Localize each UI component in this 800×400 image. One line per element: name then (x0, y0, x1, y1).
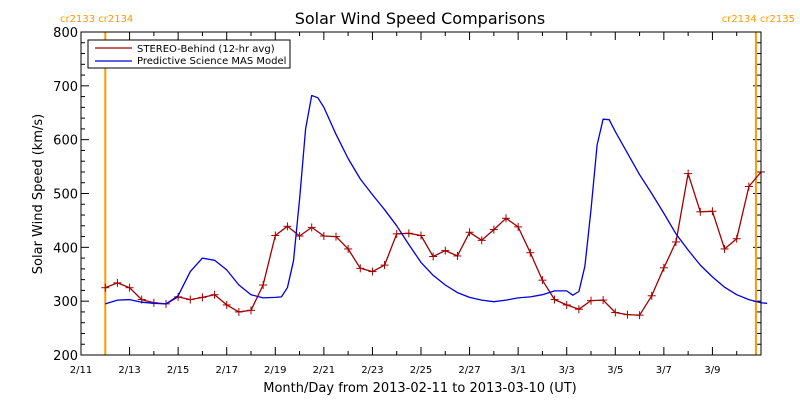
data-point-marker (113, 278, 122, 287)
data-point-marker (441, 246, 450, 255)
data-point-marker (125, 283, 134, 292)
data-point-marker (198, 293, 207, 302)
legend: STEREO-Behind (12-hr avg) Predictive Sci… (87, 39, 291, 69)
y-tick-label: 800 (53, 26, 78, 41)
data-point-marker (404, 229, 413, 238)
data-point-marker (234, 307, 243, 316)
x-axis-label: Month/Day from 2013-02-11 to 2013-03-10 … (263, 381, 576, 396)
legend-box (87, 39, 291, 69)
y-tick-label: 400 (53, 241, 78, 256)
data-point-marker (429, 252, 438, 261)
data-point-marker (319, 232, 328, 241)
series-line-1 (105, 94, 768, 305)
data-point-marker (635, 311, 644, 320)
data-point-marker (368, 267, 377, 276)
data-point-marker (526, 248, 535, 257)
data-point-marker (186, 295, 195, 304)
x-tick-label: 2/19 (264, 365, 286, 376)
y-tick-label: 200 (53, 349, 78, 364)
x-tick-label: 2/25 (410, 365, 432, 376)
data-point-marker (562, 300, 571, 309)
data-point-marker (174, 292, 183, 301)
x-tick-label: 2/13 (118, 365, 140, 376)
series-layer (101, 94, 768, 320)
data-point-marker (720, 244, 729, 253)
data-point-marker (295, 232, 304, 241)
data-point-marker (599, 296, 608, 305)
data-point-marker (696, 207, 705, 216)
data-point-marker (380, 261, 389, 270)
data-point-marker (477, 236, 486, 245)
x-tick-label: 2/27 (458, 365, 480, 376)
series-line-0 (105, 171, 762, 316)
rotation-marker-label: cr2134 cr2135 (722, 14, 795, 25)
y-axis-label: Solar Wind Speed (km/s) (31, 114, 46, 274)
data-point-marker (574, 305, 583, 314)
y-tick-label: 500 (53, 188, 78, 203)
data-point-marker (538, 276, 547, 285)
data-point-marker (550, 295, 559, 304)
data-point-marker (611, 308, 620, 317)
plot-frame (80, 31, 762, 356)
data-point-marker (392, 229, 401, 238)
data-point-marker (732, 234, 741, 243)
y-tick-label: 700 (53, 80, 78, 95)
y-tick-label: 600 (53, 134, 78, 149)
x-tick-label: 2/15 (167, 365, 189, 376)
data-point-marker (708, 207, 717, 216)
data-point-marker (271, 231, 280, 240)
data-point-marker (453, 251, 462, 260)
data-point-marker (222, 300, 231, 309)
data-point-marker (465, 228, 474, 237)
x-tick-label: 2/23 (361, 365, 383, 376)
data-point-marker (344, 244, 353, 253)
data-point-marker (283, 222, 292, 231)
data-point-marker (647, 291, 656, 300)
data-point-marker (101, 283, 110, 292)
axes: 200 300 400 500 600 700 800 2/11 2/13 2/15 2/17 2/1… (53, 26, 762, 376)
x-tick-label: 3/1 (510, 365, 526, 376)
x-tick-label: 3/3 (559, 365, 575, 376)
legend-label-mas-model: Predictive Science MAS Model (137, 56, 286, 67)
data-point-marker (307, 223, 316, 232)
x-tick-label: 2/21 (313, 365, 335, 376)
legend-label-stereo: STEREO-Behind (12-hr avg) (137, 44, 275, 55)
rotation-marker-label: cr2133 cr2134 (60, 14, 133, 25)
data-point-marker (623, 310, 632, 319)
data-point-marker (417, 231, 425, 240)
data-point-marker (356, 264, 365, 273)
x-tick-label: 2/11 (70, 365, 92, 376)
data-point-marker (332, 232, 340, 241)
data-point-marker (502, 214, 510, 223)
data-point-marker (259, 281, 268, 290)
chart-title: Solar Wind Speed Comparisons (295, 9, 546, 28)
data-point-marker (489, 225, 498, 234)
x-tick-label: 2/17 (215, 365, 237, 376)
y-tick-label: 300 (53, 295, 78, 310)
x-tick-label: 3/5 (607, 365, 623, 376)
data-point-marker (514, 222, 523, 231)
x-tick-label: 3/7 (656, 365, 672, 376)
data-point-marker (247, 306, 255, 315)
data-point-marker (672, 237, 680, 246)
data-point-marker (659, 263, 668, 272)
data-point-marker (744, 182, 753, 191)
data-point-marker (587, 296, 595, 305)
x-tick-label: 3/9 (704, 365, 720, 376)
data-point-marker (210, 290, 219, 299)
data-point-marker (684, 169, 693, 178)
